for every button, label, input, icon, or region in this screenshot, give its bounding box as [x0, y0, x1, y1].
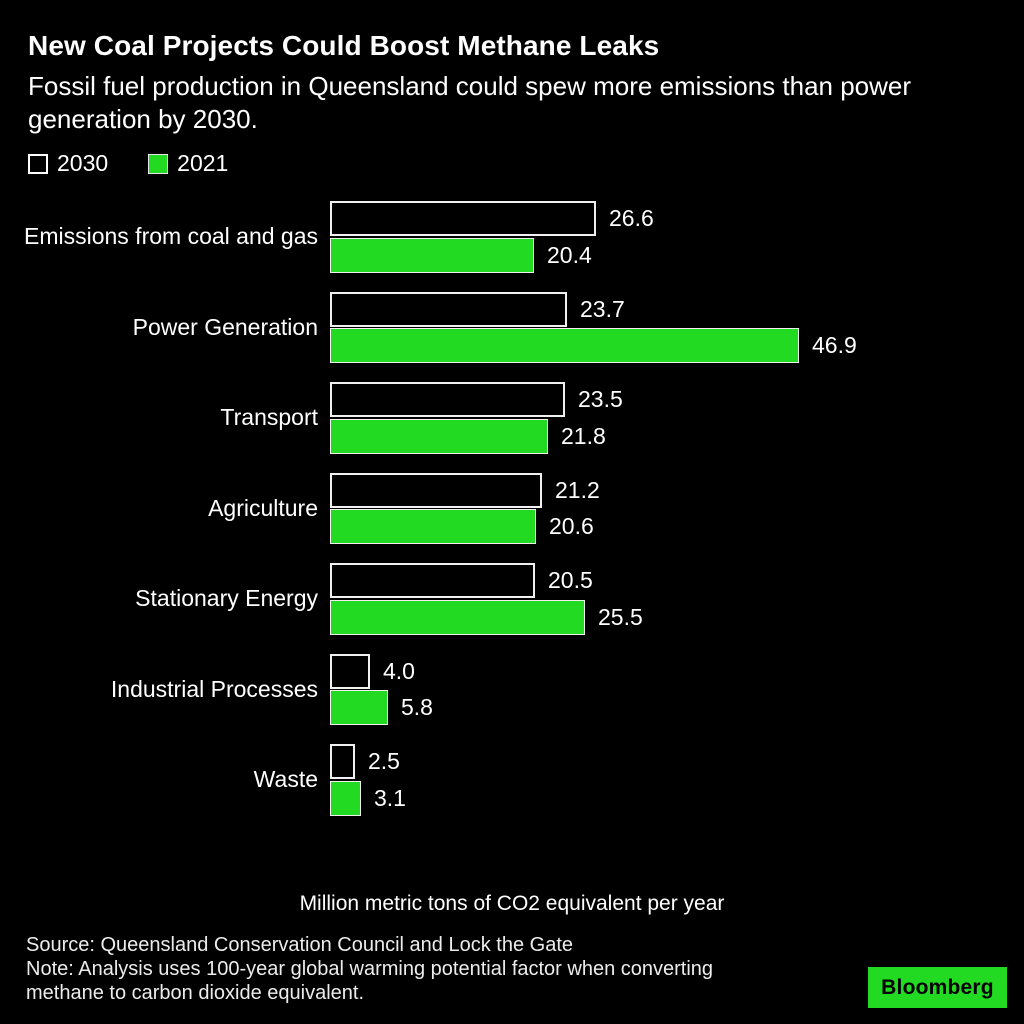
bar-2030: [330, 201, 596, 236]
bar-pair: 26.6 20.4: [330, 201, 654, 273]
bar-2030: [330, 653, 370, 689]
bar-chart: Emissions from coal and gas 26.6 20.4 Power…: [0, 201, 1024, 835]
bar-2021: [330, 780, 361, 816]
bar-line: 23.7: [330, 291, 857, 327]
bar-line: 20.4: [330, 237, 654, 273]
bar-group: Transport 23.5 21.8: [0, 382, 1024, 454]
value-label: 20.6: [549, 513, 594, 539]
bar-2021: [330, 599, 585, 635]
bar-2021: [330, 690, 388, 725]
bar-2030: [330, 291, 567, 327]
bloomberg-logo-label: Bloomberg: [881, 975, 994, 999]
bar-2030: [330, 563, 535, 598]
bar-line: 20.5: [330, 563, 643, 598]
axis-caption: Million metric tons of CO2 equivalent pe…: [299, 892, 725, 915]
chart-title: New Coal Projects Could Boost Methane Le…: [28, 30, 660, 61]
value-label: 4.0: [383, 657, 415, 684]
category-label: Emissions from coal and gas: [23, 223, 318, 250]
value-label: 20.5: [548, 567, 593, 593]
category-label: Industrial Processes: [110, 675, 318, 702]
bar-line: 2.5: [330, 744, 406, 779]
value-label: 21.2: [555, 476, 600, 503]
bar-pair: 23.7 46.9: [330, 291, 857, 363]
bar-2030: [330, 744, 355, 779]
legend-swatch-2021-icon: [148, 153, 169, 174]
category-label: Transport: [220, 404, 318, 431]
value-label: 25.5: [598, 603, 643, 630]
bar-pair: 23.5 21.8: [330, 382, 623, 454]
value-label: 5.8: [401, 694, 433, 720]
legend-label-2030: 2030: [57, 150, 109, 176]
source-line: Source: Queensland Conservation Council …: [26, 934, 574, 956]
bar-2021: [330, 328, 799, 363]
legend: 2030 2021: [28, 150, 228, 177]
bar-group: Stationary Energy 20.5 25.5: [0, 563, 1024, 635]
bar-line: 20.6: [330, 509, 600, 544]
bar-line: 21.8: [330, 418, 623, 454]
value-label: 26.6: [609, 205, 654, 231]
subtitle-line: Fossil fuel production in Queensland cou…: [28, 71, 912, 101]
value-label: 23.7: [580, 295, 625, 322]
bar-group: Power Generation 23.7 46.9: [0, 291, 1024, 363]
category-label: Power Generation: [132, 313, 318, 340]
bar-group: Waste 2.5 3.1: [0, 744, 1024, 816]
bar-line: 46.9: [330, 328, 857, 363]
bar-pair: 4.0 5.8: [330, 653, 433, 725]
legend-swatch-2030-icon: [28, 153, 48, 174]
bar-line: 4.0: [330, 653, 433, 689]
footer: Source: Queensland Conservation Council …: [26, 933, 713, 1005]
value-label: 23.5: [578, 386, 623, 412]
subtitle-line: generation by 2030.: [28, 104, 258, 134]
value-label: 21.8: [561, 422, 606, 449]
bloomberg-logo: Bloomberg: [868, 967, 1007, 1008]
bar-group: Agriculture 21.2 20.6: [0, 472, 1024, 544]
bar-line: 26.6: [330, 201, 654, 236]
bar-line: 5.8: [330, 690, 433, 725]
bar-pair: 2.5 3.1: [330, 744, 406, 816]
bar-line: 3.1: [330, 780, 406, 816]
bar-group: Emissions from coal and gas 26.6 20.4: [0, 201, 1024, 273]
category-label: Stationary Energy: [135, 585, 318, 612]
bar-pair: 21.2 20.6: [330, 472, 600, 544]
category-label: Agriculture: [208, 494, 318, 521]
category-label: Waste: [253, 766, 318, 793]
bar-pair: 20.5 25.5: [330, 563, 643, 635]
note-line: Note: Analysis uses 100-year global warm…: [26, 958, 714, 980]
value-label: 3.1: [374, 784, 406, 811]
value-label: 20.4: [547, 241, 592, 268]
legend-item-2021: 2021: [148, 150, 228, 177]
bar-2021: [330, 237, 534, 273]
bar-line: 23.5: [330, 382, 623, 417]
legend-item-2030: 2030: [28, 150, 108, 177]
legend-label-2021: 2021: [177, 150, 229, 176]
value-label: 2.5: [368, 748, 400, 774]
value-label: 46.9: [812, 332, 857, 358]
bar-group: Industrial Processes 4.0 5.8: [0, 653, 1024, 725]
bar-2030: [330, 472, 542, 508]
bar-2021: [330, 418, 548, 454]
bar-2030: [330, 382, 565, 417]
bar-line: 21.2: [330, 472, 600, 508]
chart-subtitle: Fossil fuel production in Queensland cou…: [28, 70, 911, 136]
note-line: methane to carbon dioxide equivalent.: [26, 982, 365, 1004]
bar-line: 25.5: [330, 599, 643, 635]
bar-2021: [330, 509, 536, 544]
